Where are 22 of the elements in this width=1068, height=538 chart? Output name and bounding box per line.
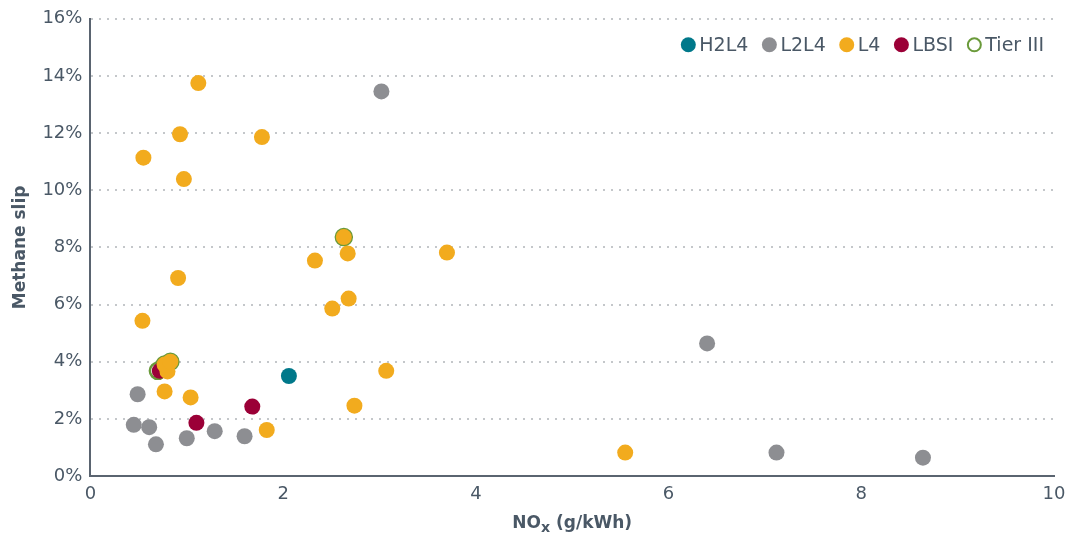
- x-tick-label: 4: [470, 481, 482, 503]
- legend-label: L2L4: [780, 32, 826, 55]
- y-tick-label: 4%: [53, 349, 83, 371]
- x-tick-label: 2: [277, 481, 289, 503]
- y-tick-label: 12%: [42, 120, 83, 142]
- legend-label: Tier III: [984, 32, 1044, 55]
- y-axis-title: Methane slip: [8, 185, 29, 310]
- y-tick-label: 0%: [53, 463, 83, 485]
- x-tick-label: 0: [84, 481, 97, 503]
- x-tick-label: 10: [1042, 481, 1066, 503]
- y-tick-label: 2%: [53, 406, 83, 428]
- legend-label: H2L4: [699, 32, 749, 55]
- y-tick-label: 6%: [53, 292, 83, 314]
- y-tick-label: 16%: [42, 6, 83, 28]
- x-axis-title: NO$_{x}$ (g/kWh): [512, 512, 633, 536]
- y-tick-label: 10%: [42, 177, 83, 199]
- x-tick-label: 6: [662, 481, 675, 503]
- legend-label: LBSI: [912, 32, 954, 55]
- x-tick-label: 8: [855, 481, 868, 503]
- legend-label: L4: [857, 32, 881, 55]
- y-tick-label: 14%: [42, 63, 83, 85]
- y-tick-label: 8%: [53, 235, 83, 257]
